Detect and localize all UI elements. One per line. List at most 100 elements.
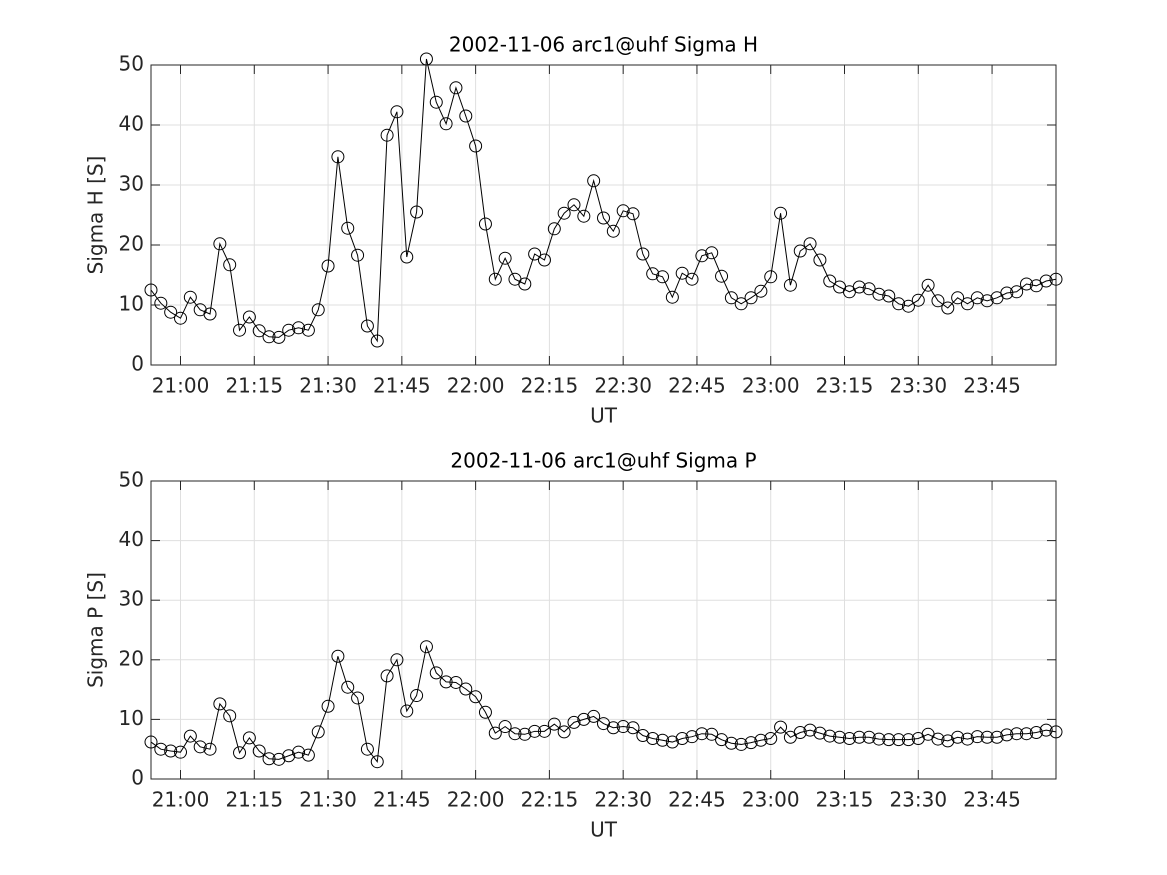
data-point xyxy=(1019,277,1033,291)
data-point xyxy=(705,727,719,741)
data-point xyxy=(410,205,424,219)
data-point xyxy=(547,222,561,236)
data-point xyxy=(685,730,699,744)
data-point xyxy=(646,267,660,281)
data-point xyxy=(213,237,227,251)
data-point xyxy=(577,712,591,726)
data-point xyxy=(203,742,217,756)
y-tick-label: 30 xyxy=(119,587,144,611)
data-point xyxy=(842,731,856,745)
data-point xyxy=(449,81,463,95)
y-tick-label: 0 xyxy=(131,766,144,790)
data-point xyxy=(144,735,158,749)
data-point xyxy=(774,720,788,734)
data-point xyxy=(852,730,866,744)
data-point xyxy=(154,742,168,756)
data-point xyxy=(282,323,296,337)
data-point xyxy=(872,732,886,746)
data-point xyxy=(695,249,709,263)
y-tick-label: 40 xyxy=(119,527,144,551)
data-point xyxy=(1019,727,1033,741)
data-point xyxy=(390,653,404,667)
x-tick-label: 21:45 xyxy=(373,788,431,812)
data-point xyxy=(380,669,394,683)
data-point xyxy=(488,726,502,740)
x-tick-label: 21:00 xyxy=(152,788,210,812)
data-point xyxy=(547,717,561,731)
data-point xyxy=(272,330,286,344)
data-point xyxy=(960,297,974,311)
data-point xyxy=(764,731,778,745)
data-point xyxy=(331,150,345,164)
data-point xyxy=(715,733,729,747)
data-point xyxy=(449,675,463,689)
data-point xyxy=(813,253,827,267)
y-tick-label: 20 xyxy=(119,646,144,670)
data-point xyxy=(803,723,817,737)
plot-area xyxy=(151,65,1056,365)
data-point xyxy=(498,720,512,734)
data-point xyxy=(665,735,679,749)
x-tick-label: 22:15 xyxy=(521,788,579,812)
data-point xyxy=(380,128,394,142)
data-point xyxy=(813,726,827,740)
data-line xyxy=(150,58,1057,343)
data-point xyxy=(164,305,178,319)
data-point xyxy=(970,291,984,305)
x-tick-label: 22:30 xyxy=(594,374,652,398)
data-point xyxy=(931,732,945,746)
data-point xyxy=(360,319,374,333)
data-point xyxy=(439,117,453,131)
x-tick-label: 21:45 xyxy=(373,374,431,398)
chart-title: 2002-11-06 arc1@uhf Sigma P xyxy=(450,449,756,473)
data-point xyxy=(882,289,896,303)
data-point xyxy=(656,270,670,284)
data-point xyxy=(1000,286,1014,300)
y-tick-label: 10 xyxy=(119,292,144,316)
data-point xyxy=(783,278,797,292)
x-axis-label: UT xyxy=(590,404,618,428)
y-tick-label: 30 xyxy=(119,172,144,196)
data-point xyxy=(537,724,551,738)
data-point xyxy=(419,52,433,66)
data-point xyxy=(183,290,197,304)
data-point xyxy=(665,290,679,304)
x-axis-label: UT xyxy=(590,818,618,842)
data-point xyxy=(272,752,286,766)
data-point xyxy=(301,748,315,762)
data-point xyxy=(951,730,965,744)
data-point xyxy=(901,733,915,747)
x-tick-label: 22:00 xyxy=(447,374,505,398)
y-tick-label: 0 xyxy=(131,352,144,376)
data-point xyxy=(715,269,729,283)
data-point xyxy=(597,211,610,225)
data-point xyxy=(626,721,640,735)
data-point xyxy=(1039,723,1053,737)
data-point xyxy=(331,649,345,663)
data-point xyxy=(577,209,591,223)
y-tick-label: 20 xyxy=(119,232,144,256)
data-point xyxy=(980,294,994,308)
x-tick-label: 23:30 xyxy=(889,788,947,812)
data-point xyxy=(941,734,955,748)
x-tick-label: 23:00 xyxy=(742,788,800,812)
data-point xyxy=(833,730,847,744)
x-tick-label: 21:30 xyxy=(299,788,357,812)
data-point xyxy=(321,259,335,273)
data-point xyxy=(242,731,256,745)
data-point xyxy=(616,204,630,218)
data-point xyxy=(705,246,719,260)
data-point xyxy=(469,690,483,704)
data-point xyxy=(478,217,492,231)
data-point xyxy=(754,284,768,298)
data-point xyxy=(341,680,355,694)
y-axis-label: Sigma H [S] xyxy=(84,156,108,275)
data-point xyxy=(1039,274,1053,288)
data-point xyxy=(882,733,896,747)
data-point xyxy=(174,311,188,325)
data-point xyxy=(1049,272,1063,286)
data-point xyxy=(282,749,296,763)
data-point xyxy=(233,323,247,337)
data-point xyxy=(616,720,630,734)
